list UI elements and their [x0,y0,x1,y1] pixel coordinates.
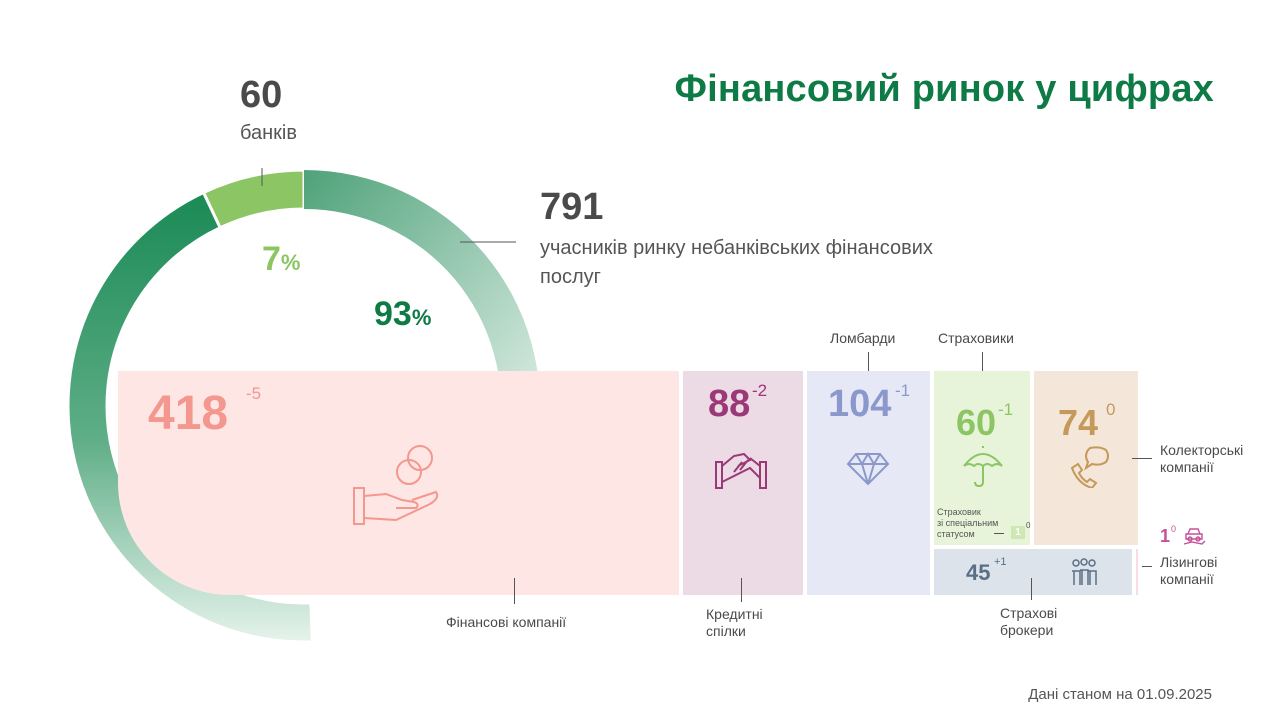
nonbank-percent: 93% [374,295,432,333]
finance-box [118,371,679,595]
handshake-icon [715,452,767,489]
insurers-value: 60 [956,402,997,443]
page-title: Фінансовий ринок у цифрах [674,68,1214,110]
leasing-change: 0 [1171,524,1177,534]
finance-value: 418 [148,387,229,440]
insurers-leader-line [982,352,983,371]
pawn-label: Ломбарди [830,330,896,346]
finance-label: Фінансові компанії [446,614,567,630]
insurers-box [934,371,1030,545]
nonbank-count: 791 [540,186,604,228]
brokers-label: Страхові брокери [1000,605,1058,638]
credit-value: 88 [708,383,751,425]
leasing-box [1136,549,1138,595]
pawn-leader-line [868,352,869,371]
special-insurer-label: Страховик зі спеціальним статусом [937,507,999,539]
insurers-label: Страховики [938,330,1014,346]
credit-label: Кредитні спілки [706,606,763,639]
credit-box [683,371,803,595]
brokers-box [934,549,1132,595]
donut-slice-banks [201,168,306,230]
banks-label: банків [240,122,297,144]
credit-leader-line [741,578,742,602]
pawn-value: 104 [828,383,892,425]
banks-percent: 7% [262,240,301,278]
data-date: Дані станом на 01.09.2025 [1028,686,1212,703]
nonbank-label: учасників ринку небанківських фінансових… [540,237,933,288]
banks-count: 60 [240,74,283,116]
car-hand-icon [1183,528,1206,545]
leasing-value: 1 [1160,526,1171,546]
umbrella-icon [963,446,1003,488]
special-insurer-value: 1 [1011,526,1025,539]
phone-chat-icon [1070,446,1109,488]
finance-leader-line [514,578,515,604]
special-insurer-change: 0 [1026,521,1031,530]
people-icon [1072,558,1097,585]
collectors-label: Колекторські компанії [1160,442,1244,475]
brokers-value: 45 [966,560,991,585]
collectors-change: 0 [1106,400,1116,419]
credit-change: -2 [752,381,768,400]
brokers-change: +1 [994,556,1007,568]
finance-change: -5 [246,384,262,403]
leasing-label: Лізингові компанії [1160,554,1218,587]
collectors-leader-line [1132,458,1152,459]
brokers-leader-line [1031,578,1032,600]
insurers-change: -1 [998,400,1014,419]
diamond-icon [846,452,890,486]
pawn-change: -1 [895,381,911,400]
collectors-value: 74 [1058,402,1099,443]
special-leader-line [994,533,1004,534]
leasing-leader-line [1142,566,1152,567]
hand-coins-icon [353,445,439,525]
